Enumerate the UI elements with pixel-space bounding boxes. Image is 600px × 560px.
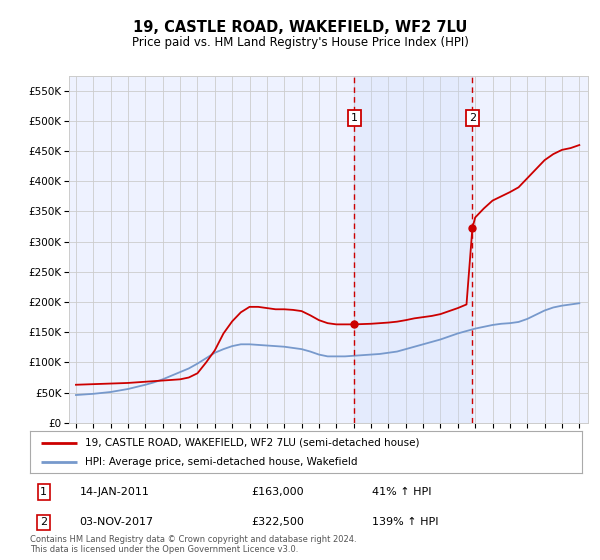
- Text: £322,500: £322,500: [251, 517, 304, 528]
- Text: £163,000: £163,000: [251, 487, 304, 497]
- Text: 2: 2: [469, 113, 476, 123]
- Text: 139% ↑ HPI: 139% ↑ HPI: [372, 517, 439, 528]
- Text: 2: 2: [40, 517, 47, 528]
- Text: 1: 1: [351, 113, 358, 123]
- Text: 41% ↑ HPI: 41% ↑ HPI: [372, 487, 432, 497]
- Text: 19, CASTLE ROAD, WAKEFIELD, WF2 7LU: 19, CASTLE ROAD, WAKEFIELD, WF2 7LU: [133, 20, 467, 35]
- Text: Contains HM Land Registry data © Crown copyright and database right 2024.
This d: Contains HM Land Registry data © Crown c…: [30, 535, 356, 554]
- Bar: [355, 76, 472, 423]
- Text: 03-NOV-2017: 03-NOV-2017: [80, 517, 154, 528]
- Text: 1: 1: [40, 487, 47, 497]
- Text: 19, CASTLE ROAD, WAKEFIELD, WF2 7LU (semi-detached house): 19, CASTLE ROAD, WAKEFIELD, WF2 7LU (sem…: [85, 437, 420, 447]
- Text: HPI: Average price, semi-detached house, Wakefield: HPI: Average price, semi-detached house,…: [85, 457, 358, 467]
- Text: Price paid vs. HM Land Registry's House Price Index (HPI): Price paid vs. HM Land Registry's House …: [131, 36, 469, 49]
- Text: 14-JAN-2011: 14-JAN-2011: [80, 487, 149, 497]
